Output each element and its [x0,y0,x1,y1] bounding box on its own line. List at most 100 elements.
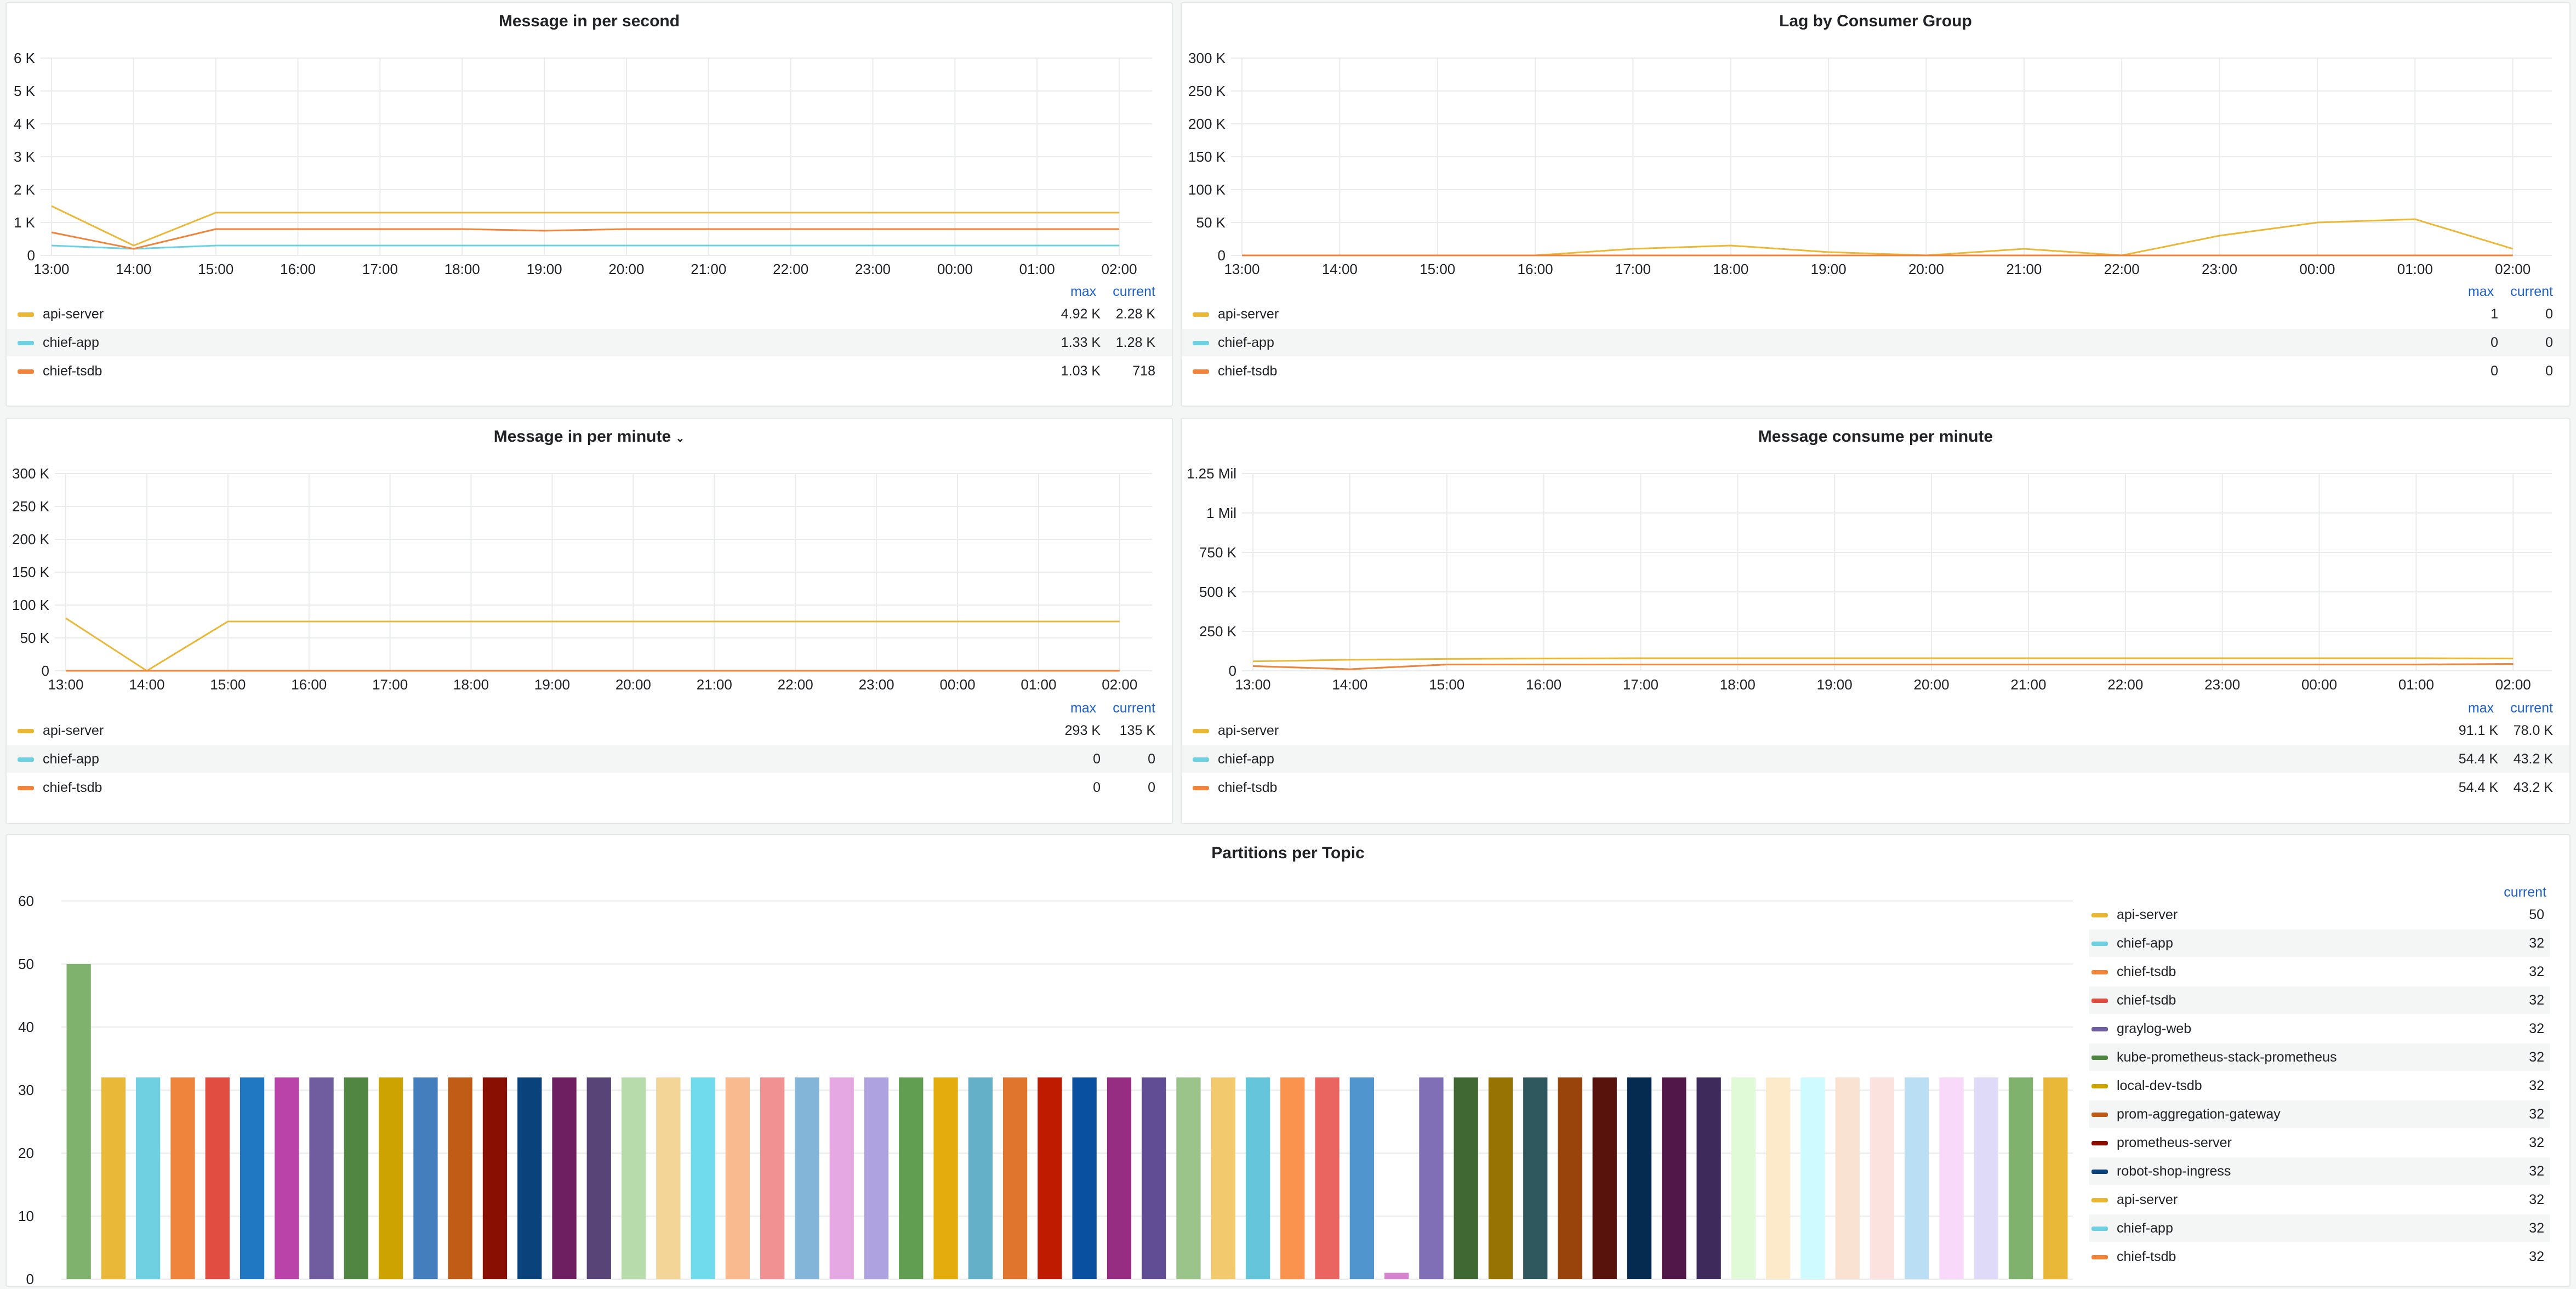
bar[interactable] [2043,1077,2068,1279]
bar[interactable] [448,1077,472,1279]
bar[interactable] [136,1077,161,1279]
legend-swatch[interactable] [1193,786,1209,790]
bar[interactable] [586,1077,611,1279]
legend-item[interactable]: chief-tsdb 32 [2089,958,2550,985]
bar[interactable] [1038,1077,1062,1279]
bar[interactable] [1454,1077,1478,1279]
legend-item[interactable]: chief-app 32 [2089,1214,2550,1242]
legend-swatch[interactable] [2091,1141,2108,1145]
line-chart[interactable]: 6 K 5 K 4 K 3 K 2 K 1 K 013:00 14:00 15:00 16:00 1… [7,42,1173,283]
legend-item[interactable]: chief-app 54.4 K 43.2 K [1182,745,2569,773]
legend-sort-max[interactable]: max [2467,700,2494,716]
bar[interactable] [1419,1077,1444,1279]
legend-sort-current[interactable]: current [2510,700,2553,716]
legend-item[interactable]: api-server 32 [2089,1186,2550,1213]
bar[interactable] [1974,1077,1998,1279]
series-line[interactable] [1252,663,2514,670]
legend-swatch[interactable] [2091,1056,2108,1060]
legend-swatch[interactable] [18,369,34,374]
legend-swatch[interactable] [18,786,34,790]
legend-swatch[interactable] [2091,913,2108,917]
bar[interactable] [1002,1077,1028,1279]
series-line[interactable] [65,617,1120,672]
legend-item[interactable]: chief-app 0 0 [7,745,1172,773]
legend-swatch[interactable] [1193,369,1209,374]
legend-item[interactable]: graylog-web 32 [2089,1015,2550,1042]
legend-swatch[interactable] [1193,729,1209,733]
legend-swatch[interactable] [18,312,34,317]
legend-sort-max[interactable]: max [2467,284,2494,299]
bar[interactable] [1384,1273,1409,1280]
bar[interactable] [1315,1077,1340,1279]
legend-item[interactable]: chief-app 32 [2089,929,2550,957]
legend-item[interactable]: chief-tsdb 0 0 [7,774,1172,801]
legend-swatch[interactable] [2091,1170,2108,1174]
legend-sort-current[interactable]: current [2504,885,2546,900]
bar[interactable] [413,1077,438,1279]
bar[interactable] [1245,1077,1270,1279]
legend-item[interactable]: chief-tsdb 32 [2089,1243,2550,1270]
bar[interactable] [760,1077,785,1279]
panel-title[interactable]: Message in per second [498,12,680,30]
legend-swatch[interactable] [18,341,34,345]
series-line[interactable] [51,244,1120,250]
series-line[interactable] [51,205,1120,247]
bar[interactable] [1523,1077,1548,1279]
bar[interactable] [552,1077,577,1279]
line-chart[interactable]: 300 K 250 K 200 K 150 K 100 K 50 K 013:00 14:00… [7,457,1173,698]
bar[interactable] [1176,1077,1201,1279]
bar[interactable] [1211,1077,1235,1279]
bar[interactable] [933,1077,958,1279]
legend-swatch[interactable] [18,757,34,762]
bar[interactable] [725,1077,750,1279]
bar[interactable] [1142,1077,1166,1279]
legend-swatch[interactable] [2091,999,2108,1003]
panel-title[interactable]: Lag by Consumer Group [1779,12,1972,30]
bar[interactable] [240,1077,265,1279]
bar[interactable] [1558,1077,1582,1279]
bar[interactable] [899,1077,924,1279]
bar[interactable] [205,1077,230,1279]
bar[interactable] [309,1077,334,1279]
line-chart[interactable]: 300 K 250 K 200 K 150 K 100 K 50 K 013:00 14:00… [1182,42,2571,283]
bar[interactable] [1280,1077,1305,1279]
legend-item[interactable]: chief-tsdb 1.03 K 718 [7,357,1172,385]
bar[interactable] [170,1077,195,1279]
bar[interactable] [1800,1077,1825,1279]
bar[interactable] [1731,1077,1756,1279]
bar-chart[interactable]: 60 50 40 30 20 10 0 [7,874,2078,1286]
legend-item[interactable]: local-dev-tsdb 32 [2089,1072,2550,1099]
bar[interactable] [864,1077,889,1279]
legend-item[interactable]: api-server 91.1 K 78.0 K [1182,717,2569,744]
legend-sort-current[interactable]: current [2510,284,2553,299]
bar[interactable] [1662,1077,1686,1279]
bar[interactable] [1488,1077,1513,1279]
legend-swatch[interactable] [2091,1027,2108,1031]
legend-item[interactable]: chief-app 1.33 K 1.28 K [7,329,1172,356]
legend-sort-max[interactable]: max [1070,284,1097,299]
bar[interactable] [1835,1077,1860,1279]
legend-swatch[interactable] [2091,1227,2108,1231]
bar[interactable] [66,964,91,1279]
line-chart[interactable]: 1.25 Mil 1 Mil 750 K 500 K 250 K 013:00 14:00 1… [1182,457,2571,698]
legend-item[interactable]: chief-tsdb 54.4 K 43.2 K [1182,774,2569,801]
legend-item[interactable]: chief-app 0 0 [1182,329,2569,356]
legend-item[interactable]: api-server 293 K 135 K [7,717,1172,744]
legend-sort-current[interactable]: current [1113,284,1155,299]
legend-sort-current[interactable]: current [1113,700,1155,716]
legend-item[interactable]: chief-tsdb 0 0 [1182,357,2569,385]
panel-title[interactable]: Partitions per Topic [1211,844,1365,862]
bar[interactable] [379,1077,403,1279]
legend-swatch[interactable] [1193,312,1209,317]
bar[interactable] [1349,1077,1374,1279]
legend-swatch[interactable] [1193,757,1209,762]
legend-swatch[interactable] [2091,970,2108,974]
legend-swatch[interactable] [18,729,34,733]
bar[interactable] [968,1077,993,1279]
legend-item[interactable]: prom-aggregation-gateway 32 [2089,1100,2550,1128]
chevron-down-icon[interactable]: ⌄ [675,432,685,444]
legend-swatch[interactable] [2091,1255,2108,1259]
panel-title[interactable]: Message in per minute ⌄ [7,427,1172,446]
legend-swatch[interactable] [1193,341,1209,345]
legend-item[interactable]: chief-tsdb 32 [2089,986,2550,1014]
